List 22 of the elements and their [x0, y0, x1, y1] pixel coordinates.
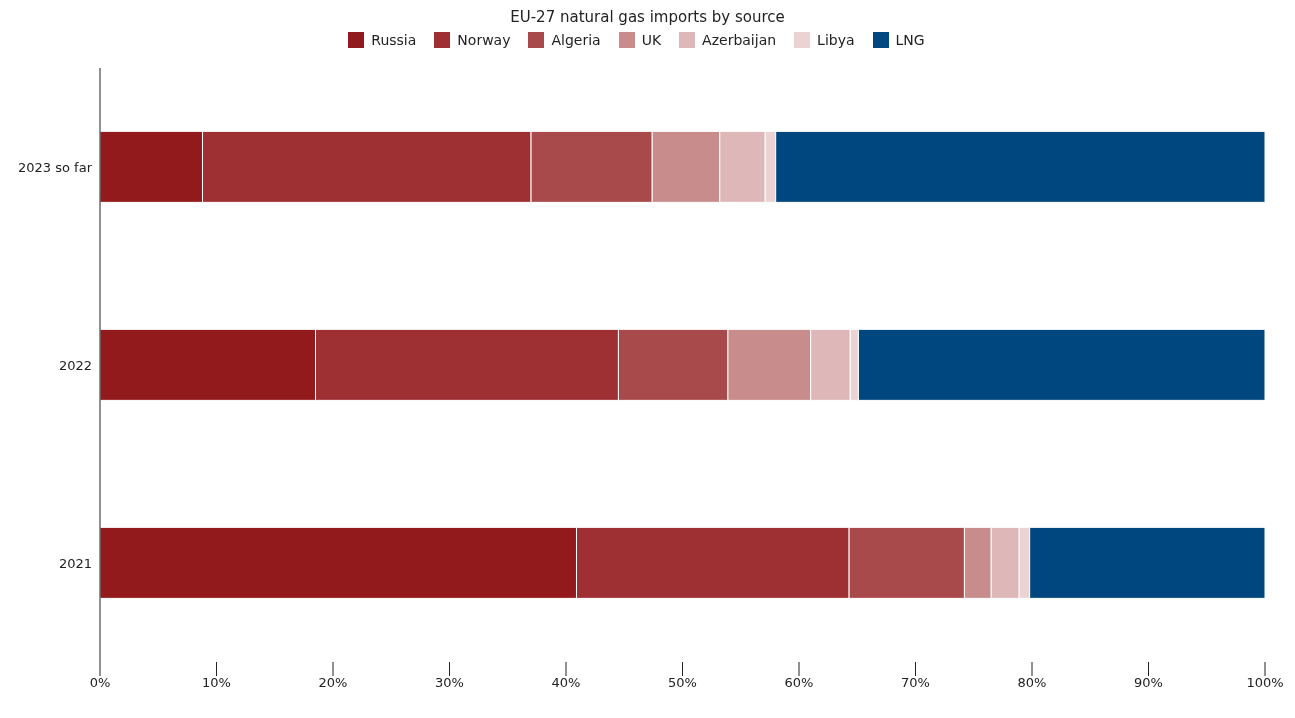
x-tick-label: 80%	[1017, 675, 1047, 691]
x-tick-label: 70%	[901, 675, 930, 691]
x-tick-label: 100%	[1246, 675, 1284, 691]
y-tick-label: 2022	[58, 357, 92, 373]
legend-label: Libya	[817, 32, 855, 48]
legend-label: Norway	[457, 32, 511, 48]
x-tick-label: 50%	[668, 675, 697, 691]
x-tick-label: 30%	[435, 675, 464, 691]
x-tick-label: 40%	[551, 675, 581, 691]
legend-label: Russia	[371, 32, 417, 48]
x-tick-label: 20%	[318, 675, 348, 691]
x-tick-label: 60%	[784, 675, 814, 691]
legend-label: LNG	[895, 32, 925, 48]
y-tick-label: 2021	[58, 555, 92, 571]
legend-label: Azerbaijan	[702, 32, 777, 48]
legend-label: Algeria	[551, 32, 601, 48]
x-tick-label: 10%	[202, 675, 231, 691]
legend-label: UK	[641, 32, 662, 48]
y-tick-label: 2023 so far	[18, 159, 93, 175]
x-tick-label: 0%	[89, 675, 111, 691]
x-tick-label: 90%	[1134, 675, 1163, 691]
chart-title: EU-27 natural gas imports by source	[509, 8, 786, 28]
